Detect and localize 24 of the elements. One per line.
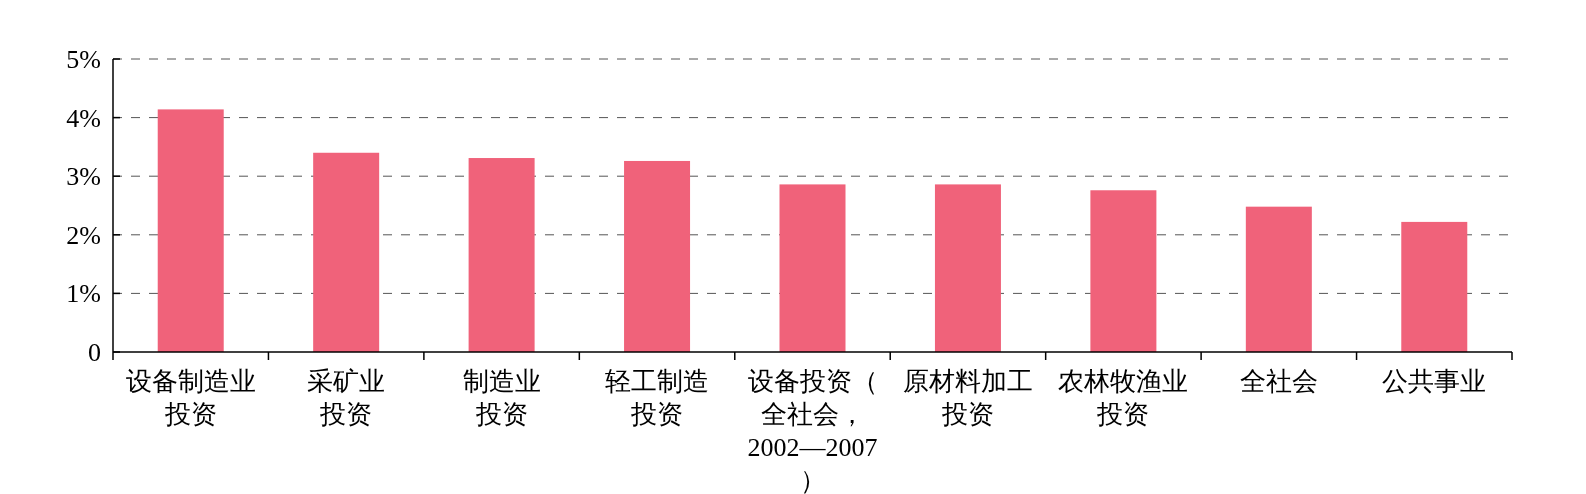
x-tick-label: 农林牧渔业投资 bbox=[1058, 367, 1189, 429]
bar bbox=[934, 184, 1001, 352]
x-tick-label: 原材料加工投资 bbox=[902, 367, 1033, 429]
y-tick-label: 1% bbox=[66, 279, 101, 309]
x-tick-label: 制造业投资 bbox=[462, 367, 541, 429]
bar bbox=[468, 158, 535, 352]
x-tick-label: 设备投资（全社会，2002—2007） bbox=[747, 367, 878, 494]
x-tick-label: 采矿业投资 bbox=[307, 367, 386, 429]
y-tick-label: 4% bbox=[66, 103, 101, 133]
bar bbox=[1245, 206, 1312, 352]
bar bbox=[313, 152, 380, 352]
bar bbox=[779, 184, 846, 352]
y-tick-label: 2% bbox=[66, 220, 101, 250]
bar bbox=[1401, 221, 1468, 352]
x-tick-label: 设备制造业投资 bbox=[125, 367, 256, 429]
bar bbox=[1090, 190, 1157, 352]
x-tick-label: 公共事业 bbox=[1382, 367, 1487, 396]
bar bbox=[157, 109, 224, 352]
y-tick-label: 3% bbox=[66, 162, 101, 192]
bar bbox=[624, 160, 691, 352]
x-tick-label: 全社会 bbox=[1239, 367, 1318, 396]
y-tick-label: 0 bbox=[88, 338, 101, 367]
y-tick-label: 5% bbox=[66, 45, 101, 74]
x-tick-label: 轻工制造投资 bbox=[605, 367, 710, 429]
